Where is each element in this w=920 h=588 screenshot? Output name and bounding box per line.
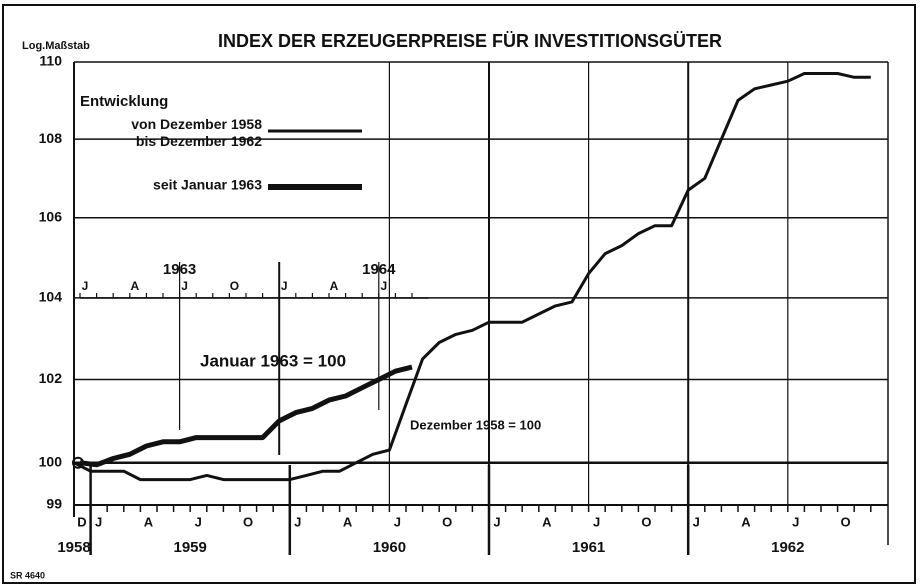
x-tick-label: A	[144, 514, 154, 529]
x-tick-label: J	[593, 514, 600, 529]
y-tick-label: 100	[39, 453, 63, 469]
year-label: 1961	[572, 539, 605, 556]
x-tick-label: A	[542, 514, 552, 529]
y-tick-label: 99	[46, 496, 62, 512]
x-tick-label: J	[693, 514, 700, 529]
series-line	[73, 72, 871, 482]
inset-tick-label: A	[130, 279, 139, 293]
annotation: Januar 1963 = 100	[200, 351, 346, 370]
frame	[2, 4, 916, 584]
inset-year-label: 1964	[362, 261, 396, 278]
footer: SR 4640	[10, 570, 45, 580]
y-tick-label: 104	[39, 289, 63, 305]
x-tick-label: A	[741, 514, 751, 529]
legend-label: von Dezember 1958 bis Dezember 1962	[131, 116, 262, 149]
legend-title: Entwicklung	[80, 93, 168, 110]
inset-tick-label: J	[181, 279, 188, 293]
x-tick-label: J	[195, 514, 202, 529]
x-tick-label: J	[792, 514, 799, 529]
inset-tick-label: J	[380, 279, 387, 293]
x-tick-label: J	[95, 514, 102, 529]
y-tick-label: 106	[39, 208, 63, 224]
origin-marker	[72, 456, 84, 469]
inset-tick-label: A	[330, 279, 339, 293]
series-line	[79, 364, 413, 468]
x-tick-label: J	[493, 514, 500, 529]
x-tick-label: O	[243, 514, 253, 529]
x-tick-label: D	[77, 514, 86, 529]
y-axis-label: Log.Maßstab	[22, 40, 90, 52]
y-tick-label: 102	[39, 370, 63, 386]
inset-tick-label: J	[82, 279, 89, 293]
year-label: 1959	[174, 539, 207, 556]
inset-tick-label: J	[281, 279, 288, 293]
year-label: 1960	[373, 539, 406, 556]
x-tick-label: O	[641, 514, 651, 529]
year-label: 1958	[57, 539, 90, 556]
inset-year-label: 1963	[163, 261, 196, 278]
x-tick-label: O	[841, 514, 851, 529]
legend-label: seit Januar 1963	[153, 177, 262, 193]
chart-title: INDEX DER ERZEUGERPREISE FÜR INVESTITION…	[218, 31, 722, 51]
y-tick-label: 110	[39, 53, 62, 69]
inset-tick-label: O	[230, 279, 239, 293]
y-tick-label: 108	[39, 130, 63, 146]
x-tick-label: J	[394, 514, 401, 529]
year-label: 1962	[771, 539, 804, 556]
x-tick-label: J	[294, 514, 301, 529]
x-tick-label: A	[343, 514, 353, 529]
x-tick-label: O	[442, 514, 452, 529]
annotation: Dezember 1958 = 100	[410, 417, 541, 432]
